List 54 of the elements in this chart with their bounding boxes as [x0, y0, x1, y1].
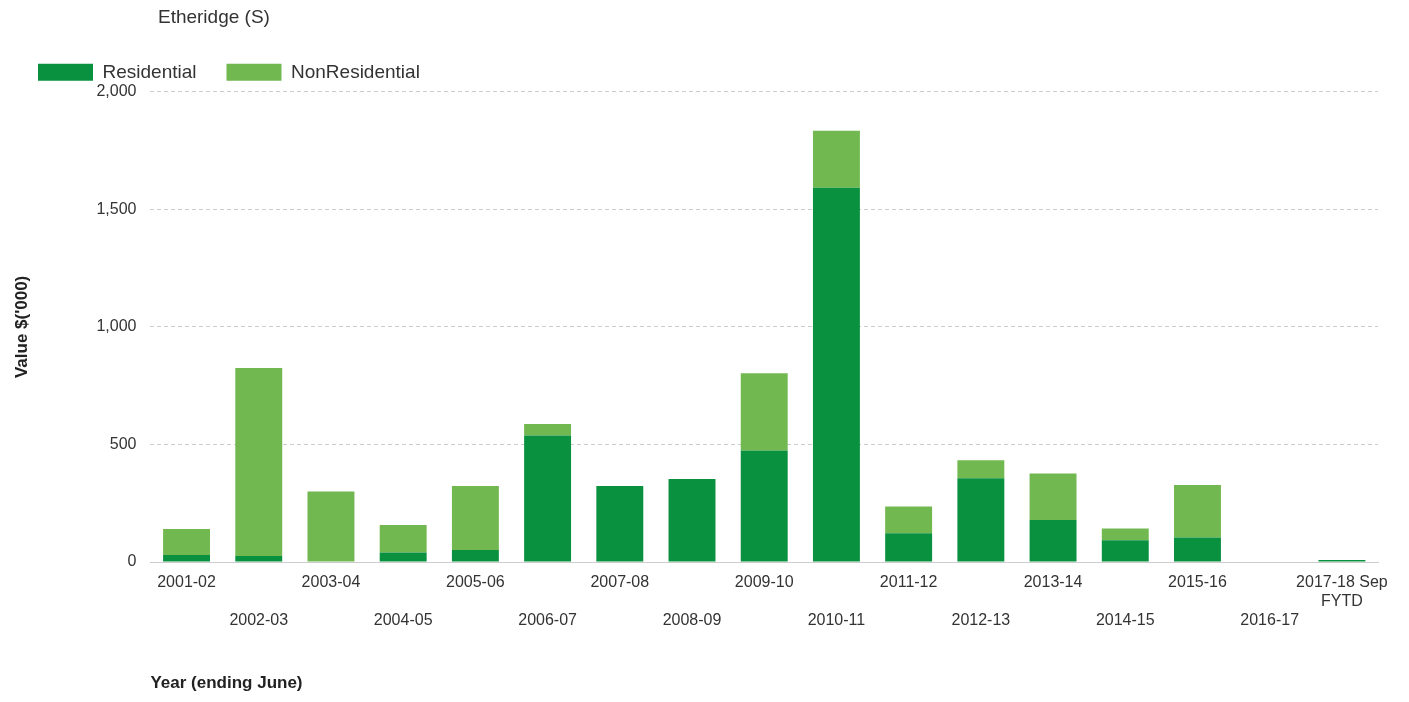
x-tick-label: 2011-12 [879, 573, 938, 591]
bar [668, 479, 716, 562]
x-tick-label: 2012-13 [951, 611, 1011, 629]
y-tick-label: 2,000 [96, 82, 137, 100]
bar [1029, 473, 1077, 520]
x-tick-label: 2005-06 [446, 573, 505, 591]
bar [451, 486, 499, 551]
x-tick-label: 2015-16 [1168, 573, 1227, 591]
x-tick-label: 2003-04 [301, 573, 361, 591]
y-tick-label: 1,500 [96, 199, 137, 217]
bar [379, 552, 427, 562]
bar [307, 491, 355, 562]
x-tick-label: 2010-11 [807, 611, 866, 629]
bar [957, 478, 1005, 562]
bar [740, 373, 788, 451]
bar [957, 460, 1005, 479]
x-tick-label: 2006-07 [518, 611, 578, 629]
bar [885, 533, 933, 562]
bar [1174, 537, 1221, 562]
x-tick-label: 2004-05 [373, 611, 433, 629]
bar [1101, 540, 1149, 562]
x-tick-label: 2017-18 Sep FYTD [1296, 573, 1388, 610]
bar [812, 187, 860, 562]
x-tick-label: 2001-02 [157, 573, 216, 591]
bar [1029, 519, 1077, 562]
bar [740, 450, 788, 562]
legend-label: NonResidential [291, 60, 420, 82]
legend-label: Residential [102, 60, 197, 82]
x-tick-label: 2002-03 [229, 611, 289, 629]
bar [163, 529, 211, 555]
x-tick-label: 2014-15 [1095, 611, 1155, 629]
bar [1101, 528, 1149, 541]
legend-title: Etheridge (S) [157, 5, 270, 27]
bar [596, 486, 644, 562]
x-tick-label: 2013-14 [1023, 573, 1083, 591]
y-tick-label: 500 [109, 434, 137, 452]
x-tick-label: 2009-10 [734, 573, 794, 591]
x-tick-label: 2007-08 [590, 573, 650, 591]
bar [524, 424, 572, 436]
bar [235, 556, 283, 562]
bar [163, 554, 211, 562]
bar [451, 550, 499, 562]
y-axis-title: Value $('000) [11, 275, 31, 379]
y-tick-label: 0 [127, 552, 137, 570]
x-axis-title: Year (ending June) [150, 673, 303, 693]
y-tick-label: 1,000 [96, 317, 137, 335]
bar [235, 368, 283, 557]
bar [885, 506, 933, 534]
bar [812, 130, 860, 188]
bar [379, 525, 427, 553]
bar [1174, 485, 1221, 538]
x-tick-label: 2016-17 [1240, 611, 1300, 629]
bar [524, 435, 572, 562]
x-tick-label: 2008-09 [662, 611, 722, 629]
